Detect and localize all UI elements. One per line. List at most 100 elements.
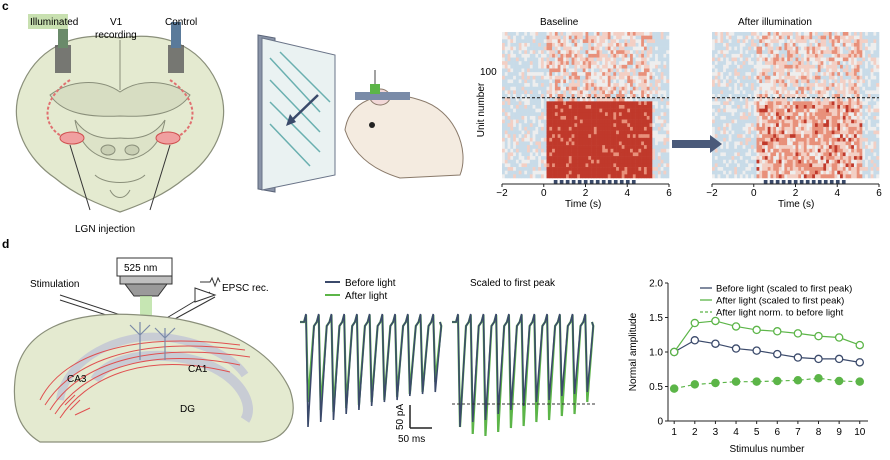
heatmap-cell — [638, 72, 641, 76]
scale-time-label: 50 ms — [398, 434, 425, 445]
heatmap-cell — [655, 160, 658, 164]
heatmap-cell — [748, 98, 751, 102]
heatmap-cell — [566, 127, 569, 131]
heatmap-cell — [661, 87, 664, 91]
heatmap-cell — [602, 105, 605, 109]
heatmap-cell — [782, 163, 785, 167]
heatmap-cell — [555, 32, 558, 36]
heatmap-cell — [734, 32, 737, 36]
heatmap-cell — [644, 61, 647, 65]
heatmap-cell — [876, 79, 879, 83]
heatmap-cell — [555, 160, 558, 164]
heatmap-cell — [768, 39, 771, 43]
heatmap-cell — [809, 47, 812, 51]
heatmap-cell — [588, 47, 591, 51]
heatmap-cell — [569, 171, 572, 175]
heatmap-cell — [541, 39, 544, 43]
heatmap-cell — [591, 54, 594, 58]
heatmap-cell — [588, 58, 591, 62]
heatmap-cell — [821, 123, 824, 127]
heatmap-cell — [519, 98, 522, 102]
heatmap-cell — [790, 120, 793, 124]
heatmap-cell — [801, 87, 804, 91]
heatmap-cell — [826, 149, 829, 153]
heatmap-cell — [605, 76, 608, 80]
heatmap-cell — [547, 112, 550, 116]
heatmap-cell — [857, 65, 860, 69]
heatmap-cell — [505, 101, 508, 105]
chart-xtick-label: 2 — [692, 427, 698, 438]
heatmap-cell — [726, 149, 729, 153]
heatmap-cell — [854, 36, 857, 40]
heatmap-cell — [787, 167, 790, 171]
heatmap-cell — [508, 167, 511, 171]
heatmap-cell — [757, 50, 760, 54]
heatmap-cell — [815, 131, 818, 135]
heatmap-cell — [754, 69, 757, 73]
heatmap-cell — [569, 116, 572, 120]
heatmap-cell — [720, 101, 723, 105]
heatmap-cell — [729, 39, 732, 43]
heatmap-cell — [801, 138, 804, 142]
heatmap-cell — [541, 61, 544, 65]
heatmap-cell — [663, 83, 666, 87]
heatmap-cell — [798, 90, 801, 94]
heatmap-cell — [762, 54, 765, 58]
heatmap-cell — [737, 87, 740, 91]
heatmap-cell — [663, 47, 666, 51]
heatmap-cell — [658, 149, 661, 153]
heatmap-xtick-label: 2 — [793, 188, 799, 199]
heatmap-cell — [650, 90, 653, 94]
heatmap-cell — [513, 120, 516, 124]
series-point-3 — [774, 377, 781, 384]
heatmap-cell — [530, 152, 533, 156]
heatmap-cell — [624, 50, 627, 54]
heatmap-cell — [569, 76, 572, 80]
heatmap-cell — [505, 145, 508, 149]
heatmap-cell — [574, 163, 577, 167]
heatmap-cell — [508, 50, 511, 54]
heatmap-cell — [779, 61, 782, 65]
heatmap-cell — [862, 79, 865, 83]
heatmap-cell — [804, 138, 807, 142]
heatmap-cell — [638, 149, 641, 153]
heatmap-cell — [519, 79, 522, 83]
heatmap-cell — [796, 65, 799, 69]
heatmap-cell — [569, 83, 572, 87]
heatmap-cell — [798, 171, 801, 175]
heatmap-cell — [862, 36, 865, 40]
heatmap-cell — [555, 163, 558, 167]
heatmap-cell — [862, 156, 865, 160]
heatmap-cell — [809, 76, 812, 80]
heatmap-cell — [818, 152, 821, 156]
heatmap-cell — [574, 98, 577, 102]
heatmap-cell — [627, 61, 630, 65]
heatmap-cell — [555, 36, 558, 40]
heatmap-cell — [605, 134, 608, 138]
heatmap-cell — [718, 109, 721, 113]
heatmap-cell — [868, 149, 871, 153]
heatmap-cell — [535, 87, 538, 91]
heatmap-cell — [527, 131, 530, 135]
heatmap-cell — [619, 127, 622, 131]
heatmap-cell — [633, 36, 636, 40]
heatmap-cell — [807, 112, 810, 116]
heatmap-cell — [527, 58, 530, 62]
heatmap-cell — [574, 120, 577, 124]
heatmap-cell — [619, 58, 622, 62]
heatmap-cell — [851, 43, 854, 47]
heatmap-cell — [809, 145, 812, 149]
heatmap-cell — [812, 120, 815, 124]
heatmap-cell — [552, 36, 555, 40]
heatmap-cell — [798, 61, 801, 65]
heatmap-cell — [801, 123, 804, 127]
heatmap-cell — [538, 156, 541, 160]
heatmap-cell — [608, 58, 611, 62]
heatmap-cell — [818, 58, 821, 62]
heatmap-cell — [807, 43, 810, 47]
heatmap-cell — [745, 54, 748, 58]
heatmap-cell — [865, 131, 868, 135]
heatmap-cell — [533, 69, 536, 73]
heatmap-cell — [770, 32, 773, 36]
heatmap-cell — [801, 174, 804, 178]
